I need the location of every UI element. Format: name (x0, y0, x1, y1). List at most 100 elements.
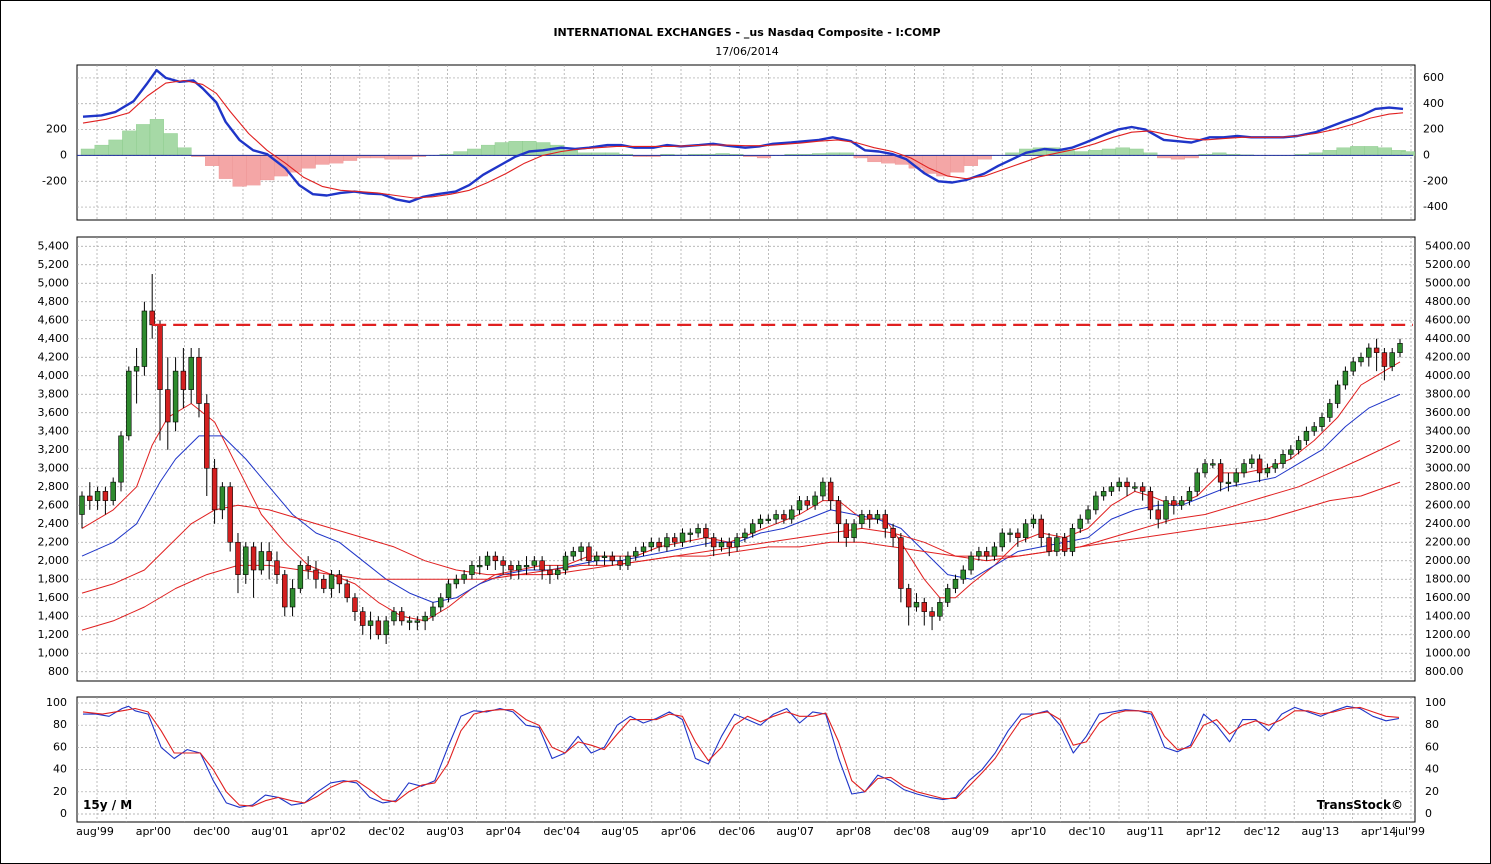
candle-body (477, 565, 483, 568)
candle-body (952, 578, 959, 589)
stochastic-left-tick-label: 60 (53, 740, 67, 753)
stochastic-left-tick-label: 40 (53, 763, 67, 776)
candle-body (1178, 500, 1185, 506)
candle-body (1124, 481, 1130, 488)
candle-body (913, 602, 920, 608)
brand-label: TransStock© (1317, 798, 1403, 812)
macd-histogram-bar (246, 155, 261, 186)
x-tick-label: jul'99 (1394, 825, 1425, 838)
candle-body (999, 532, 1005, 548)
candle-body (921, 602, 927, 612)
candle-body (1061, 537, 1068, 552)
x-tick-label: dec'00 (193, 825, 230, 838)
macd-histogram-bar (94, 144, 109, 156)
candle-body (258, 551, 265, 571)
candle-body (172, 370, 179, 423)
candle-body (539, 560, 545, 571)
macd-right-tick-label: 200 (1423, 123, 1444, 136)
candle-body (547, 569, 553, 575)
stochastic-border (76, 696, 1416, 823)
candle-body (664, 537, 670, 548)
x-tick-label: aug'07 (776, 825, 814, 838)
x-tick-label: dec'12 (1244, 825, 1281, 838)
candle-body (445, 583, 452, 599)
candle-body (726, 541, 733, 548)
candle-body (609, 555, 616, 562)
price-left-tick-label: 2,000 (38, 554, 70, 567)
x-axis: aug'99 apr'00 dec'00 aug'01 apr'02 dec'02 aug'… (76, 825, 1425, 838)
candle-body (1217, 463, 1224, 483)
candle-body (110, 481, 116, 501)
price-left-tick-label: 2,400 (38, 517, 70, 530)
candle-body (718, 541, 725, 548)
stochastic-right-tick-label: 40 (1425, 763, 1439, 776)
price-right-tick-label: 2600.00 (1425, 498, 1471, 511)
macd-histogram-bar (177, 147, 192, 156)
candle-body (438, 597, 444, 608)
candle-body (500, 560, 506, 566)
stochastic-d-line (82, 706, 1400, 807)
macd-histogram-bar (977, 155, 992, 160)
candle-body (1022, 523, 1029, 538)
x-tick-label: aug'09 (951, 825, 989, 838)
macd-macd-line (82, 68, 1404, 204)
candle-body (749, 523, 756, 534)
candle-body (1389, 352, 1395, 367)
candle-body (804, 500, 811, 506)
stochastic-panel: 100 100 80 80 60 60 40 40 20 20 0 0 (46, 696, 1446, 823)
macd-histogram-bar (867, 155, 882, 163)
price-right-tick-label: 3000.00 (1425, 461, 1471, 474)
macd-histogram-bar (467, 148, 482, 156)
price-right-tick-label: 1200.00 (1425, 628, 1471, 641)
candle-body (968, 555, 974, 571)
price-right-tick-label: 3200.00 (1425, 443, 1471, 456)
candle-body (1233, 472, 1239, 483)
x-tick-label: dec'04 (543, 825, 580, 838)
candle-body (289, 588, 296, 608)
price-right-tick-label: 4000.00 (1425, 369, 1471, 382)
price-right-tick-label: 4600.00 (1425, 313, 1471, 326)
price-left-tick-label: 4,400 (38, 332, 70, 345)
macd-histogram-bar (136, 124, 151, 156)
candle-body (843, 523, 850, 538)
stochastic-left-tick-label: 0 (60, 807, 67, 820)
candle-body (352, 597, 358, 612)
moving-average-line (81, 361, 1401, 622)
macd-right-tick-label: -400 (1423, 200, 1448, 213)
candle-body (991, 546, 998, 557)
macd-histogram-bar (453, 151, 468, 156)
price-left-tick-label: 1,400 (38, 609, 70, 622)
candle-body (1397, 343, 1403, 353)
candle-body (671, 537, 678, 543)
candle-body (1054, 537, 1060, 552)
candle-body (383, 620, 389, 636)
price-left-tick-label: 800 (48, 665, 69, 678)
macd-histogram-bar (1350, 146, 1365, 156)
stochastic-right-tick-label: 20 (1425, 785, 1439, 798)
price-right-tick-label: 2200.00 (1425, 535, 1471, 548)
candle-body (219, 486, 226, 511)
macd-left-tick-label: 200 (46, 123, 67, 136)
candle-body (1046, 537, 1052, 552)
candle-body (796, 500, 803, 511)
candle-body (601, 555, 608, 558)
candle-body (1069, 528, 1076, 552)
candle-body (1295, 440, 1302, 451)
macd-histogram-bar (205, 155, 220, 166)
candle-body (1256, 458, 1263, 474)
x-tick-label: aug'05 (601, 825, 639, 838)
candle-body (149, 310, 155, 326)
timeframe-label: 15y / M (83, 798, 132, 812)
price-right-tick-label: 3600.00 (1425, 406, 1471, 419)
stochastic-right-tick-label: 100 (1425, 696, 1446, 709)
x-tick-label: apr'00 (136, 825, 171, 838)
candle-body (531, 560, 538, 566)
candle-body (851, 523, 857, 538)
candle-body (905, 588, 912, 608)
candle-body (1202, 463, 1208, 474)
macd-right-tick-label: -200 (1423, 174, 1448, 187)
macd-histogram-bar (122, 130, 137, 156)
price-right-tick-label: 2400.00 (1425, 517, 1471, 530)
candle-body (469, 565, 475, 575)
candle-body (679, 532, 686, 543)
